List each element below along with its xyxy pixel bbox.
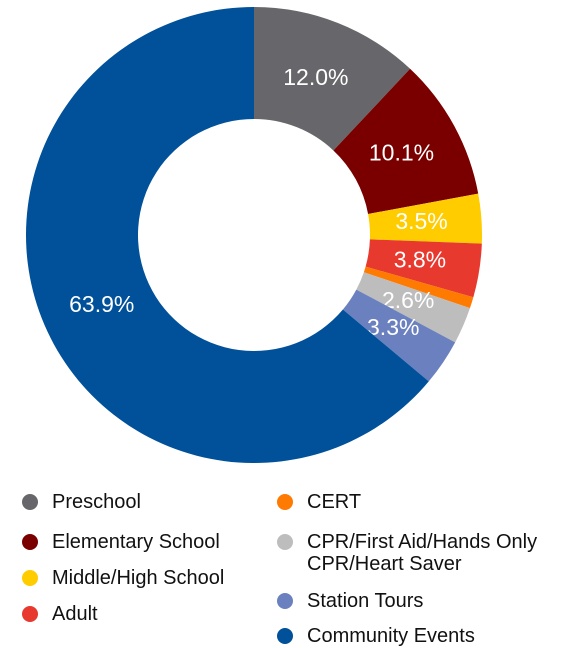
legend-swatch (22, 494, 38, 510)
legend-item: CPR/First Aid/Hands Only CPR/Heart Saver (277, 531, 557, 575)
chart: 12.0%10.1%3.5%3.8%2.6%3.3%63.9% (25, 7, 482, 464)
legend-label: CPR/First Aid/Hands Only CPR/Heart Saver (307, 531, 538, 575)
slice-label: 3.5% (395, 208, 447, 234)
legend-label: Adult (52, 603, 98, 625)
slice-label: 12.0% (283, 64, 348, 90)
donut-slice (356, 272, 470, 343)
donut-slice (365, 239, 482, 298)
donut-slice (342, 289, 456, 382)
slice-label: 10.1% (369, 140, 434, 166)
donut-slice (25, 7, 429, 464)
legend-item: Elementary School (22, 531, 302, 553)
legend-label: CERT (307, 491, 362, 513)
donut-slice (254, 7, 411, 151)
donut-slice (368, 193, 482, 244)
legend-label: Elementary School (52, 531, 220, 553)
legend-swatch (277, 628, 293, 644)
legend-item: Community Events (277, 625, 557, 647)
legend-swatch (22, 534, 38, 550)
slice-label: 63.9% (69, 291, 134, 317)
donut-slice (333, 68, 479, 214)
slice-label: 3.8% (394, 246, 446, 272)
legend-item: Preschool (22, 491, 302, 513)
legend-swatch (22, 606, 38, 622)
legend-swatch (277, 494, 293, 510)
legend-swatch (277, 593, 293, 609)
legend-label: Community Events (307, 625, 475, 647)
slice-label: 3.3% (367, 314, 419, 340)
donut-slice (363, 266, 474, 309)
legend-item: Adult (22, 603, 302, 625)
legend-swatch (277, 534, 293, 550)
legend-swatch (22, 570, 38, 586)
legend-label: Station Tours (307, 590, 424, 612)
legend-label: Preschool (52, 491, 141, 513)
legend-item: CERT (277, 491, 557, 513)
legend-item: Station Tours (277, 590, 557, 612)
legend-item: Middle/High School (22, 567, 302, 589)
legend-label: Middle/High School (52, 567, 225, 589)
